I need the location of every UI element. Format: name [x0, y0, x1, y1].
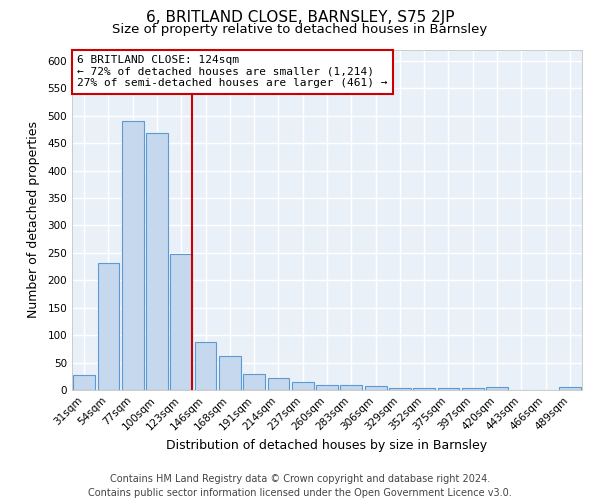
Bar: [365, 386, 386, 390]
Bar: [340, 384, 362, 390]
Bar: [73, 374, 95, 390]
Bar: [559, 388, 581, 390]
Y-axis label: Number of detached properties: Number of detached properties: [28, 122, 40, 318]
Bar: [486, 388, 508, 390]
Bar: [243, 374, 265, 390]
Bar: [292, 382, 314, 390]
Text: Size of property relative to detached houses in Barnsley: Size of property relative to detached ho…: [112, 22, 488, 36]
Bar: [462, 388, 484, 390]
Bar: [219, 356, 241, 390]
Text: 6 BRITLAND CLOSE: 124sqm
← 72% of detached houses are smaller (1,214)
27% of sem: 6 BRITLAND CLOSE: 124sqm ← 72% of detach…: [77, 55, 388, 88]
Bar: [170, 254, 192, 390]
Bar: [146, 134, 168, 390]
Bar: [316, 384, 338, 390]
Text: Contains HM Land Registry data © Crown copyright and database right 2024.
Contai: Contains HM Land Registry data © Crown c…: [88, 474, 512, 498]
Bar: [413, 388, 435, 390]
Bar: [268, 378, 289, 390]
Bar: [437, 388, 460, 390]
Bar: [194, 342, 217, 390]
Text: 6, BRITLAND CLOSE, BARNSLEY, S75 2JP: 6, BRITLAND CLOSE, BARNSLEY, S75 2JP: [146, 10, 454, 25]
X-axis label: Distribution of detached houses by size in Barnsley: Distribution of detached houses by size …: [166, 438, 488, 452]
Bar: [97, 263, 119, 390]
Bar: [122, 122, 143, 390]
Bar: [389, 388, 411, 390]
